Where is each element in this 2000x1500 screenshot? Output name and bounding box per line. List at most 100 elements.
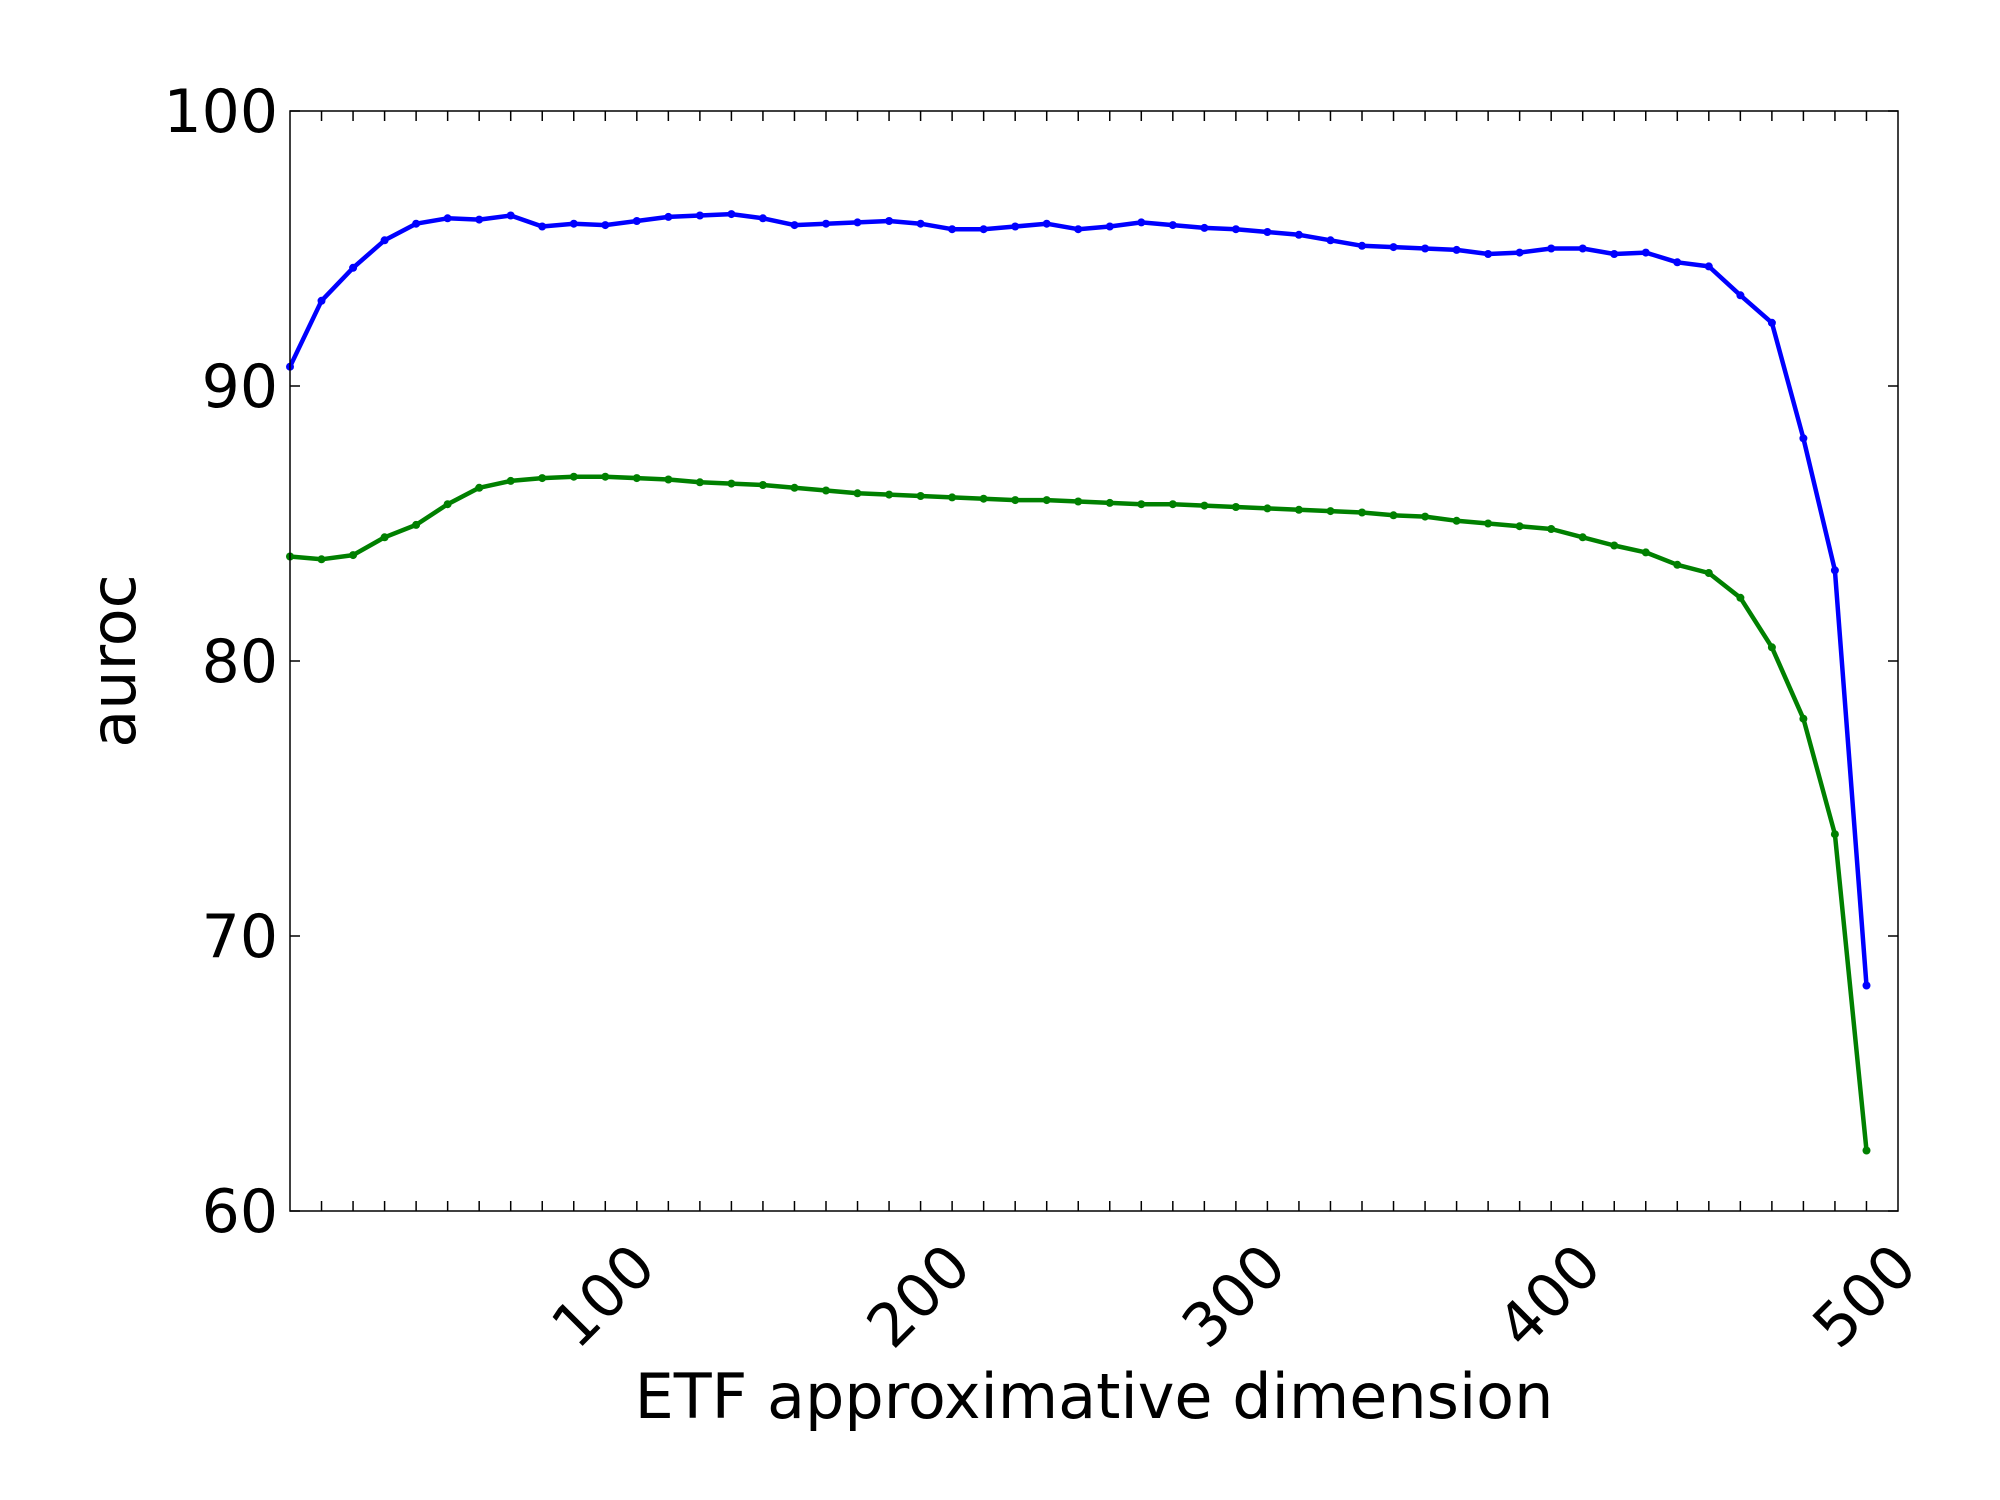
data-point <box>1263 504 1272 513</box>
data-point <box>822 486 830 495</box>
series-line-2 <box>287 474 1869 1153</box>
data-point <box>1610 250 1619 258</box>
data-point <box>475 483 484 492</box>
data-point <box>475 215 484 224</box>
data-point <box>380 533 389 542</box>
data-point <box>1484 519 1493 528</box>
data-point <box>1484 250 1493 258</box>
data-point <box>948 225 957 234</box>
data-point <box>1389 243 1398 252</box>
y-tick-label: 90 <box>202 352 278 422</box>
data-point <box>443 214 452 223</box>
y-tick-label: 70 <box>202 902 278 972</box>
data-point <box>1547 244 1556 253</box>
data-point <box>1452 516 1461 525</box>
data-point <box>1105 498 1114 507</box>
data-point <box>1736 593 1745 602</box>
data-point <box>1011 496 1020 505</box>
data-point <box>727 210 736 219</box>
data-point <box>1515 248 1524 257</box>
data-point <box>885 490 894 499</box>
data-point <box>569 472 578 481</box>
data-point <box>1641 248 1650 257</box>
data-point <box>1767 318 1776 327</box>
data-point <box>853 489 862 498</box>
data-point <box>1294 505 1303 514</box>
data-point <box>664 212 673 221</box>
y-tick-label: 60 <box>202 1177 278 1247</box>
data-point <box>885 217 894 225</box>
data-point <box>1358 508 1366 517</box>
data-point <box>1421 244 1430 253</box>
data-point <box>916 492 925 500</box>
x-tick-label: 300 <box>1169 1231 1299 1361</box>
data-point <box>317 555 326 564</box>
data-point <box>1515 522 1524 531</box>
y-tick-label: 100 <box>163 77 278 147</box>
data-point <box>1231 225 1240 234</box>
data-point <box>1799 434 1808 443</box>
data-point <box>632 217 641 225</box>
data-point <box>1326 507 1335 516</box>
data-point <box>1042 496 1051 505</box>
data-point <box>1862 1146 1871 1155</box>
data-point <box>1200 223 1209 232</box>
data-point <box>506 476 515 485</box>
series-layer <box>286 210 1871 1155</box>
data-point <box>727 479 736 488</box>
x-tick-label: 400 <box>1484 1231 1614 1361</box>
data-point <box>1830 566 1839 575</box>
data-point <box>412 520 421 529</box>
data-point <box>632 474 641 483</box>
data-point <box>569 219 578 228</box>
data-point <box>790 221 799 230</box>
data-point <box>601 221 610 230</box>
data-point <box>979 225 988 234</box>
data-point <box>1767 643 1776 652</box>
data-point <box>695 211 704 220</box>
data-point <box>1736 291 1745 300</box>
data-point <box>443 500 452 509</box>
data-point <box>853 218 862 227</box>
data-point <box>349 551 358 560</box>
data-point <box>1137 218 1146 227</box>
data-point <box>1042 219 1051 228</box>
data-point <box>538 474 547 483</box>
data-point <box>1168 500 1177 509</box>
data-point <box>1641 548 1650 557</box>
data-point <box>1610 541 1619 550</box>
data-point <box>380 236 389 245</box>
data-point <box>822 219 830 228</box>
data-point <box>1704 569 1713 577</box>
data-point <box>979 494 988 503</box>
data-point <box>1830 830 1839 839</box>
data-point <box>948 493 957 502</box>
plot-frame <box>289 110 1899 1212</box>
data-point <box>1074 225 1083 234</box>
data-point <box>664 475 673 484</box>
data-point <box>1168 221 1177 230</box>
data-point <box>1326 236 1335 245</box>
data-point <box>349 263 358 272</box>
data-point <box>695 478 704 487</box>
data-point <box>1673 560 1682 569</box>
series-line-1 <box>287 211 1869 988</box>
data-point <box>1578 244 1587 253</box>
x-tick-label: 500 <box>1800 1231 1930 1361</box>
data-point <box>790 483 799 492</box>
data-point <box>601 472 610 481</box>
data-point <box>916 219 925 228</box>
x-tick-label: 200 <box>854 1231 984 1361</box>
data-point <box>1704 262 1713 271</box>
data-point <box>1137 500 1146 509</box>
x-axis-label: ETF approximative dimension <box>635 1360 1554 1433</box>
data-point <box>1421 512 1430 521</box>
data-point <box>1578 533 1587 542</box>
data-point <box>1452 245 1461 254</box>
data-point <box>758 481 767 489</box>
data-point <box>1294 230 1303 239</box>
data-point <box>1200 501 1209 510</box>
data-point <box>1231 503 1240 511</box>
